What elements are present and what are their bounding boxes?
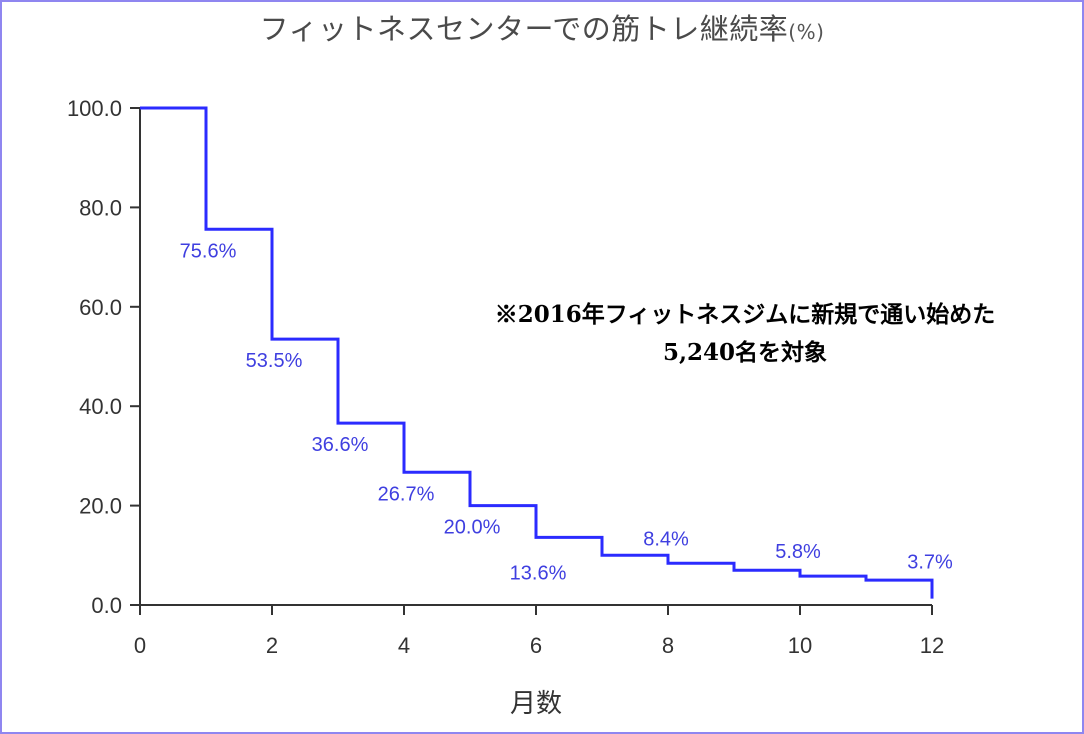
- data-label: 26.7%: [378, 483, 435, 505]
- y-tick-label: 20.0: [79, 494, 122, 519]
- x-tick-label: 12: [920, 633, 944, 658]
- chart-title-text: フィットネスセンターでの筋トレ継続率: [259, 12, 789, 46]
- y-tick-label: 40.0: [79, 394, 122, 419]
- chart-title-unit: (%): [788, 20, 825, 44]
- y-tick-label: 0.0: [91, 593, 122, 618]
- x-tick-label: 0: [134, 633, 146, 658]
- sample-note-line2: 5,240名を対象: [662, 339, 828, 366]
- y-tick-label: 100.0: [67, 96, 122, 121]
- chart-title: フィットネスセンターでの筋トレ継続率(%): [0, 6, 1084, 48]
- y-tick-label: 80.0: [79, 195, 122, 220]
- data-label: 53.5%: [246, 350, 303, 372]
- x-tick-label: 4: [398, 633, 410, 658]
- x-tick-label: 6: [530, 633, 542, 658]
- data-label: 20.0%: [444, 517, 501, 539]
- x-axis-ticks: 0 2 4 6 8 10 12: [134, 605, 944, 658]
- data-label: 3.7%: [907, 552, 953, 574]
- data-label: 36.6%: [312, 434, 369, 456]
- x-tick-label: 10: [788, 633, 812, 658]
- sample-note-line1: ※2016年フィットネスジムに新規で通い始めた: [494, 301, 996, 328]
- series-group: [140, 106, 934, 599]
- data-label: 8.4%: [643, 528, 689, 550]
- x-tick-label: 8: [662, 633, 674, 658]
- y-tick-label: 60.0: [79, 295, 122, 320]
- data-label: 5.8%: [775, 541, 821, 563]
- sample-note: ※2016年フィットネスジムに新規で通い始めた 5,240名を対象: [440, 296, 1050, 372]
- x-axis-label: 月数: [510, 689, 562, 719]
- y-axis-ticks: 0.0 20.0 40.0 60.0 80.0 100.0: [67, 96, 140, 618]
- data-label: 75.6%: [180, 240, 237, 262]
- x-tick-label: 2: [266, 633, 278, 658]
- retention-step-line: [140, 106, 934, 599]
- data-labels: 75.6% 53.5% 36.6% 26.7% 20.0% 13.6% 8.4% 5.8% 3.…: [180, 240, 953, 584]
- data-label: 13.6%: [510, 562, 567, 584]
